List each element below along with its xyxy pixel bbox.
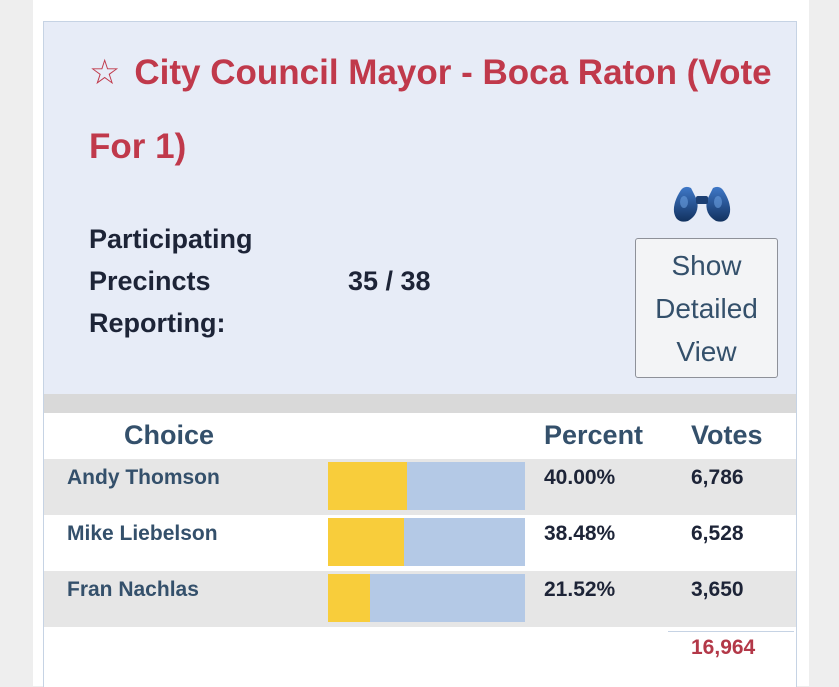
votes-column-header: Votes xyxy=(691,420,763,450)
precincts-label: Participating Precincts Reporting: xyxy=(89,224,253,338)
votes-value: 3,650 xyxy=(691,578,744,601)
percent-bar-fill xyxy=(328,574,371,622)
race-panel: ☆ City Council Mayor - Boca Raton (Vote F… xyxy=(43,21,797,687)
percent-column-header: Percent xyxy=(544,420,644,450)
choice-column-header: Choice xyxy=(124,420,215,450)
percent-bar xyxy=(328,462,525,510)
candidate-name[interactable]: Andy Thomson xyxy=(67,466,220,489)
precincts-value: 35 / 38 xyxy=(348,266,431,296)
percent-bar-fill xyxy=(328,518,404,566)
section-divider xyxy=(44,394,796,413)
percent-value: 40.00% xyxy=(544,466,616,489)
percent-bar-fill xyxy=(328,462,407,510)
candidate-name[interactable]: Mike Liebelson xyxy=(67,522,218,545)
binoculars-icon xyxy=(673,186,731,222)
race-header: ☆ City Council Mayor - Boca Raton (Vote F… xyxy=(44,22,796,394)
votes-value: 6,528 xyxy=(691,522,744,545)
race-title-text: City Council Mayor - Boca Raton (Vote Fo… xyxy=(89,53,772,166)
percent-value: 38.48% xyxy=(544,522,616,545)
table-row: Andy Thomson 40.00% 6,786 xyxy=(44,459,796,515)
star-outline-icon[interactable]: ☆ xyxy=(89,53,121,92)
show-detailed-view-button[interactable]: Show Detailed View xyxy=(635,238,778,378)
percent-bar xyxy=(328,518,525,566)
race-title: ☆ City Council Mayor - Boca Raton (Vote F… xyxy=(89,36,796,184)
total-divider xyxy=(668,631,794,632)
table-row: Mike Liebelson 38.48% 6,528 xyxy=(44,515,796,571)
candidate-name[interactable]: Fran Nachlas xyxy=(67,578,199,601)
total-votes: 16,964 xyxy=(691,636,756,659)
percent-bar xyxy=(328,574,525,622)
page: ☆ City Council Mayor - Boca Raton (Vote F… xyxy=(33,0,809,687)
percent-value: 21.52% xyxy=(544,578,616,601)
table-row: Fran Nachlas 21.52% 3,650 xyxy=(44,571,796,627)
votes-value: 6,786 xyxy=(691,466,744,489)
